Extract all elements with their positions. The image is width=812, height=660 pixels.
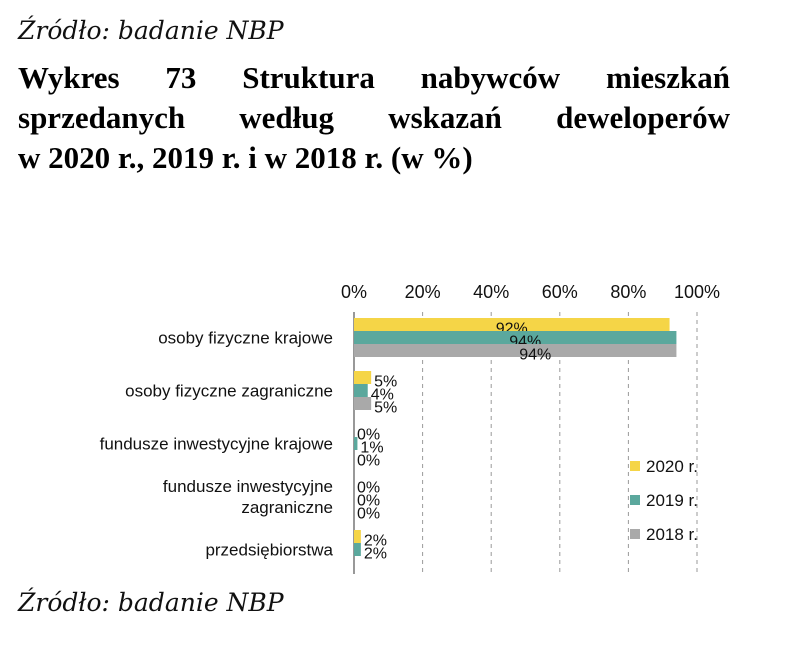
bar-2-1	[354, 397, 372, 410]
x-tick-label-4: 80%	[610, 282, 646, 302]
legend-swatch-1	[630, 495, 640, 505]
category-label-1: osoby fizyczne zagraniczne	[125, 382, 333, 401]
data-label-0-2: 0%	[357, 427, 380, 444]
x-tick-label-1: 20%	[405, 282, 441, 302]
legend-swatch-0	[630, 461, 640, 471]
x-tick-label-2: 40%	[473, 282, 509, 302]
chart-title-line-1: Wykres 73 Struktura nabywców mieszkań	[18, 60, 730, 95]
data-label-2-0: 94%	[519, 347, 551, 364]
data-label-0-1: 5%	[374, 374, 397, 391]
legend-swatch-2	[630, 529, 640, 539]
category-label-3-0: fundusze inwestycyjne	[163, 477, 333, 496]
bar-1-2	[354, 437, 358, 450]
chart-title-line-2: sprzedanych według wskazań deweloperów	[18, 100, 730, 135]
data-label-0-4: 2%	[364, 533, 387, 550]
x-tick-label-5: 100%	[674, 282, 720, 302]
data-label-2-1: 5%	[374, 400, 397, 417]
data-label-2-2: 0%	[357, 453, 380, 470]
legend-label-1: 2019 r.	[646, 491, 698, 510]
bar-1-0	[354, 331, 677, 344]
bar-0-0	[354, 318, 670, 331]
category-label-0: osoby fizyczne krajowe	[158, 329, 333, 348]
bar-1-4	[354, 543, 361, 556]
bar-1-1	[354, 384, 368, 397]
category-label-2: fundusze inwestycyjne krajowe	[100, 435, 333, 454]
legend-label-2: 2018 r.	[646, 525, 698, 544]
data-label-0-3: 0%	[357, 480, 380, 497]
data-label-1-2: 1%	[360, 440, 383, 457]
bar-0-4	[354, 530, 361, 543]
source-note-top: Źródło: badanie NBP	[18, 16, 284, 45]
bar-0-1	[354, 371, 372, 384]
data-label-1-1: 4%	[371, 387, 394, 404]
data-label-1-3: 0%	[357, 493, 380, 510]
legend-label-0: 2020 r.	[646, 457, 698, 476]
bar-2-0	[354, 344, 677, 357]
category-label-3-1: zagraniczne	[241, 498, 333, 517]
category-label-4: przedsiębiorstwa	[205, 541, 333, 560]
x-tick-label-3: 60%	[542, 282, 578, 302]
data-label-2-3: 0%	[357, 506, 380, 523]
data-label-1-4: 2%	[364, 546, 387, 563]
chart-title-line-3: w 2020 r., 2019 r. i w 2018 r. (w %)	[18, 140, 473, 175]
chart-title: Wykres 73 Struktura nabywców mieszkań sp…	[18, 58, 730, 178]
x-tick-label-0: 0%	[341, 282, 367, 302]
source-note-bottom: Źródło: badanie NBP	[18, 588, 284, 617]
